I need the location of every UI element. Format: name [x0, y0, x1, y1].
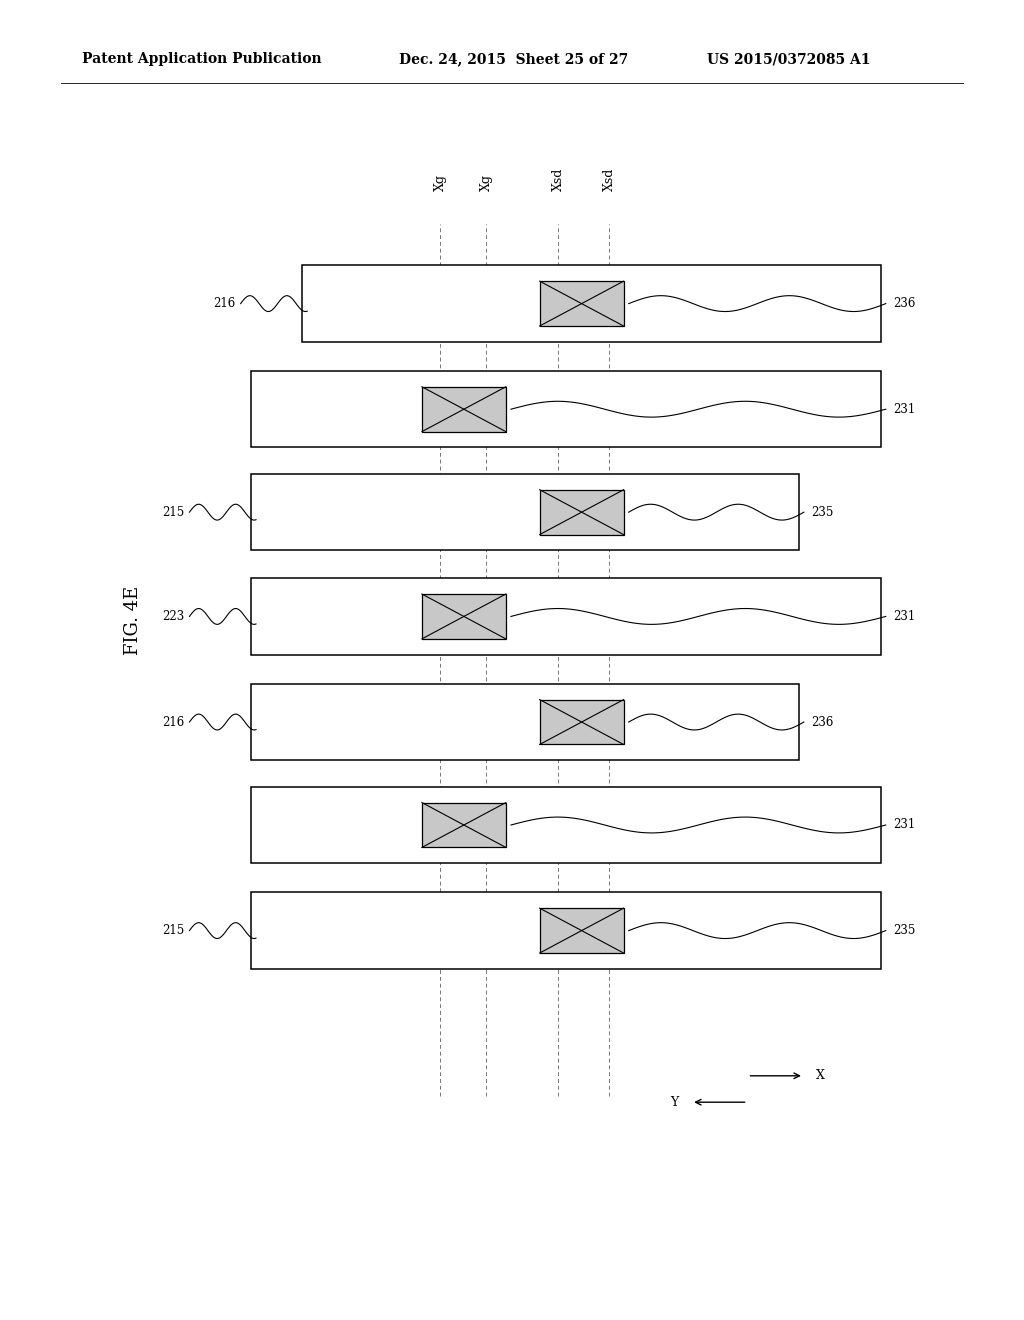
- Text: 223: 223: [162, 610, 184, 623]
- Text: 235: 235: [811, 506, 834, 519]
- Text: 216: 216: [162, 715, 184, 729]
- Text: Xsd: Xsd: [603, 168, 615, 191]
- Text: Xg: Xg: [434, 174, 446, 191]
- Polygon shape: [251, 684, 799, 760]
- Polygon shape: [540, 908, 624, 953]
- Polygon shape: [422, 803, 506, 847]
- Text: 231: 231: [893, 610, 915, 623]
- Polygon shape: [540, 700, 624, 744]
- Polygon shape: [302, 265, 881, 342]
- Text: Patent Application Publication: Patent Application Publication: [82, 53, 322, 66]
- Text: 215: 215: [162, 506, 184, 519]
- Text: FIG. 4E: FIG. 4E: [124, 586, 142, 655]
- Text: 235: 235: [893, 924, 915, 937]
- Text: 231: 231: [893, 818, 915, 832]
- Polygon shape: [251, 474, 799, 550]
- Text: 215: 215: [162, 924, 184, 937]
- Text: Xg: Xg: [480, 174, 493, 191]
- Text: 216: 216: [213, 297, 236, 310]
- Polygon shape: [540, 490, 624, 535]
- Text: Dec. 24, 2015  Sheet 25 of 27: Dec. 24, 2015 Sheet 25 of 27: [399, 53, 629, 66]
- Text: X: X: [816, 1069, 825, 1082]
- Polygon shape: [251, 892, 881, 969]
- Text: 231: 231: [893, 403, 915, 416]
- Text: US 2015/0372085 A1: US 2015/0372085 A1: [707, 53, 870, 66]
- Polygon shape: [251, 578, 881, 655]
- Text: 236: 236: [811, 715, 834, 729]
- Polygon shape: [422, 594, 506, 639]
- Polygon shape: [251, 787, 881, 863]
- Polygon shape: [251, 371, 881, 447]
- Polygon shape: [422, 387, 506, 432]
- Text: Xsd: Xsd: [552, 168, 564, 191]
- Text: 236: 236: [893, 297, 915, 310]
- Polygon shape: [540, 281, 624, 326]
- Text: Y: Y: [671, 1096, 679, 1109]
